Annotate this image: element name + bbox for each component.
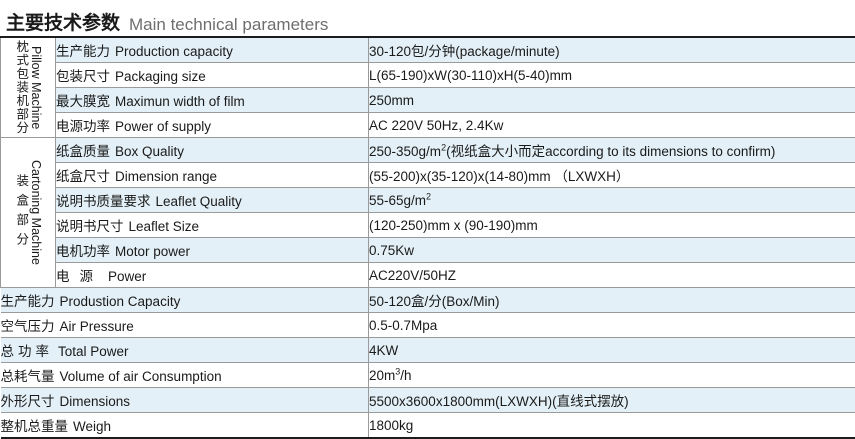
param-label-en: Leaflet Size — [129, 219, 200, 234]
param-label-cell: 电源功率 Power of supply — [56, 113, 369, 138]
param-label-en: Dimension range — [115, 169, 217, 184]
param-label-cell: 生产能力 Production capacity — [56, 37, 369, 63]
param-label-cn: 纸盒尺寸 — [56, 169, 110, 184]
group-label-en: Pillow Machine — [29, 46, 42, 129]
param-label-cn: 总功率 — [1, 344, 54, 359]
param-label-cell: 说明书尺寸 Leaflet Size — [56, 213, 369, 238]
param-label-cn: 外形尺寸 — [1, 394, 55, 409]
param-label-cell: 空气压力 Air Pressure — [1, 313, 369, 338]
table-row: 生产能力 Produstion Capacity 50-120盒/分(Box/Min… — [1, 288, 855, 313]
param-label-cell: 包装尺寸 Packaging size — [56, 63, 369, 88]
param-label-cell: 纸盒尺寸 Dimension range — [56, 163, 369, 188]
param-label-cn: 电源功率 — [56, 119, 110, 134]
table-row: 电源 Power AC220V/50HZ — [1, 263, 855, 288]
param-label-en: Production capacity — [115, 44, 233, 59]
group-label-cn: 枕式包装机部分 — [14, 40, 28, 135]
param-value-cell: 30-120包/分钟(package/minute) — [369, 37, 855, 63]
table-row: 整机总重量 Weigh 1800kg — [1, 413, 855, 439]
param-label-cn: 总耗气量 — [1, 369, 55, 384]
param-value-cell: L(65-190)xW(30-110)xH(5-40)mm — [369, 63, 855, 88]
param-label-cell: 最大膜宽 Maximun width of film — [56, 88, 369, 113]
param-label-cn: 生产能力 — [1, 294, 55, 309]
param-label-cn: 电机功率 — [56, 244, 110, 259]
param-label-en: Maximun width of film — [115, 94, 245, 109]
param-label-cn: 空气压力 — [1, 319, 55, 334]
param-value-cell: 4KW — [369, 338, 855, 363]
param-value-cell: 250-350g/m2(视纸盒大小而定according to its dime… — [369, 138, 855, 163]
param-label-en: Total Power — [58, 344, 129, 359]
param-value-cell: 20m3/h — [369, 363, 855, 388]
param-label-en: Dimensions — [60, 394, 131, 409]
param-label-en: Weigh — [73, 419, 111, 434]
param-value-cell: (55-200)x(35-120)x(14-80)mm （LXWXH） — [369, 163, 855, 188]
param-label-cell: 总耗气量 Volume of air Consumption — [1, 363, 369, 388]
param-label-cell: 说明书质量要求 Leaflet Quality — [56, 188, 369, 213]
param-value-cell: 250mm — [369, 88, 855, 113]
group-label-en: Cartoning Machine — [29, 160, 42, 265]
param-label-cell: 电源 Power — [56, 263, 369, 288]
table-row: 说明书尺寸 Leaflet Size (120-250)mm x (90-190)m… — [1, 213, 855, 238]
param-value-cell: 50-120盒/分(Box/Min) — [369, 288, 855, 313]
param-label-cn: 纸盒质量 — [56, 144, 110, 159]
page-title-cn: 主要技术参数 — [6, 14, 120, 33]
param-label-cn: 包装尺寸 — [56, 69, 110, 84]
param-value-cell: (120-250)mm x (90-190)mm — [369, 213, 855, 238]
group-label-cn: 装盒部分 — [14, 174, 28, 252]
param-label-cell: 整机总重量 Weigh — [1, 413, 369, 439]
param-label-en: Motor power — [115, 244, 190, 259]
param-label-en: Power — [108, 269, 146, 284]
param-label-en: Produstion Capacity — [60, 294, 181, 309]
param-label-cn: 电源 — [56, 269, 103, 284]
param-value-cell: 0.5-0.7Mpa — [369, 313, 855, 338]
param-label-en: Box Quality — [115, 144, 184, 159]
table-row: 说明书质量要求 Leaflet Quality 55-65g/m2 — [1, 188, 855, 213]
table-row: 电机功率 Motor power 0.75Kw — [1, 238, 855, 263]
param-label-cell: 总功率 Total Power — [1, 338, 369, 363]
param-label-en: Air Pressure — [60, 319, 134, 334]
table-row: 最大膜宽 Maximun width of film 250mm — [1, 88, 855, 113]
table-row: 纸盒尺寸 Dimension range (55-200)x(35-120)x(14… — [1, 163, 855, 188]
param-value-cell: AC 220V 50Hz, 2.4Kw — [369, 113, 855, 138]
param-value-cell: 55-65g/m2 — [369, 188, 855, 213]
param-label-cn: 整机总重量 — [1, 419, 69, 434]
table-row: 空气压力 Air Pressure 0.5-0.7Mpa — [1, 313, 855, 338]
param-label-cell: 电机功率 Motor power — [56, 238, 369, 263]
param-label-cn: 说明书尺寸 — [56, 219, 124, 234]
param-value-cell: 0.75Kw — [369, 238, 855, 263]
table-row: 电源功率 Power of supply AC 220V 50Hz, 2.4Kw — [1, 113, 855, 138]
param-label-en: Packaging size — [115, 69, 206, 84]
param-label-cell: 外形尺寸 Dimensions — [1, 388, 369, 413]
param-label-cell: 生产能力 Produstion Capacity — [1, 288, 369, 313]
param-value-cell: 1800kg — [369, 413, 855, 439]
param-label-cn: 说明书质量要求 — [56, 194, 151, 209]
table-row: 包装尺寸 Packaging size L(65-190)xW(30-110)xH(… — [1, 63, 855, 88]
param-value-cell: AC220V/50HZ — [369, 263, 855, 288]
param-label-cn: 最大膜宽 — [56, 94, 110, 109]
param-label-en: Leaflet Quality — [156, 194, 242, 209]
table-row: 外形尺寸 Dimensions 5500x3600x1800mm(LXWXH)(直线… — [1, 388, 855, 413]
param-label-cell: 纸盒质量 Box Quality — [56, 138, 369, 163]
spec-sheet-root: 主要技术参数 Main technical parameters 枕式包装机部分… — [0, 0, 855, 424]
table-row: 总功率 Total Power 4KW — [1, 338, 855, 363]
param-label-en: Power of supply — [115, 119, 211, 134]
page-title-en: Main technical parameters — [129, 16, 328, 33]
param-label-cn: 生产能力 — [56, 44, 110, 59]
table-row: 总耗气量 Volume of air Consumption 20m3/h — [1, 363, 855, 388]
param-value-cell: 5500x3600x1800mm(LXWXH)(直线式摆放) — [369, 388, 855, 413]
param-label-en: Volume of air Consumption — [60, 369, 222, 384]
page-title: 主要技术参数 Main technical parameters — [0, 0, 855, 36]
